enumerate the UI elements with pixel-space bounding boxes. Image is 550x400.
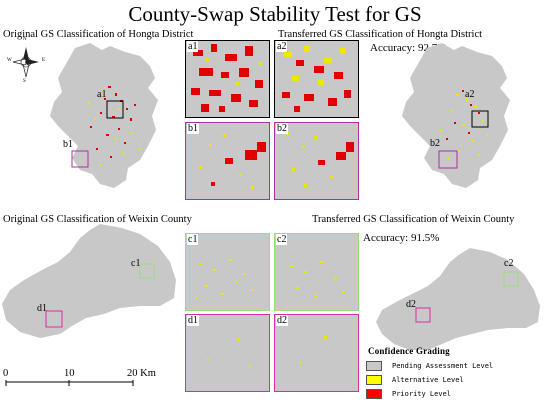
panel-d2 (274, 314, 359, 392)
compass-rose-icon (12, 47, 39, 78)
weixin-d1-box (45, 310, 63, 328)
panel-b1-label: b1 (187, 123, 199, 134)
compass-e-label: E (42, 58, 46, 63)
hongta-alternative-spots (88, 90, 140, 166)
panel-d1 (185, 314, 270, 392)
panel-c2 (274, 233, 359, 311)
panel-c2-label: c2 (276, 234, 288, 245)
hongta-b2-box (438, 150, 458, 169)
weixin-d1-box-label: d1 (37, 303, 47, 314)
hongta-a1-box-label: a1 (97, 89, 107, 100)
weixin-original-map (2, 224, 176, 338)
panel-b2 (274, 122, 359, 200)
weixin-transferred-boundary (376, 248, 540, 350)
legend-item-priority: Priority Level (366, 388, 493, 400)
legend-title: Confidence Grading (368, 346, 450, 356)
scale-bar (5, 380, 134, 386)
weixin-transferred-map (376, 248, 540, 350)
hongta-original-map (50, 43, 158, 188)
panel-a1 (185, 40, 270, 118)
hongta-priority-spots (90, 86, 136, 158)
compass-s-label: S (23, 79, 26, 84)
hongta-a2-box (471, 110, 489, 128)
hongta-b1-box-label: b1 (63, 139, 73, 150)
legend-swatch-alternative (366, 375, 382, 385)
weixin-d2-box (415, 307, 431, 323)
panel-b1 (185, 122, 270, 200)
compass-w-label: W (7, 58, 12, 63)
hongta-b2-box-label: b2 (430, 138, 440, 149)
panel-c1-label: c1 (187, 234, 199, 245)
panel-a2-label: a2 (276, 41, 288, 52)
scale-tick-20km: 20 Km (127, 368, 156, 379)
scale-tick-10: 10 (64, 368, 75, 379)
panel-a2 (274, 40, 359, 118)
panel-d1-label: d1 (187, 315, 199, 326)
hongta-transferred-map (402, 43, 510, 188)
scale-tick-0: 0 (3, 368, 9, 379)
weixin-c1-box-label: c1 (131, 258, 141, 269)
legend-swatch-priority (366, 389, 382, 399)
hongta-transferred-boundary (402, 43, 510, 188)
panel-c1 (185, 233, 270, 311)
weixin-accuracy: Accuracy: 91.5% (363, 232, 440, 244)
legend-label-pending: Pending Assessment Level (392, 362, 494, 370)
hongta-b1-box (71, 150, 89, 168)
weixin-c2-box (503, 271, 519, 287)
legend: Pending Assessment Level Alternative Lev… (366, 360, 493, 400)
hongta-transferred-label: Transferred GS Classification of Hongta … (278, 29, 483, 40)
hongta-original-label: Original GS Classification of Hongta Dis… (3, 29, 194, 40)
weixin-c2-box-label: c2 (504, 258, 514, 269)
figure-title: County-Swap Stability Test for GS (128, 2, 422, 26)
weixin-boundary (2, 224, 176, 338)
hongta-boundary (50, 43, 158, 188)
weixin-transferred-label: Transferred GS Classification of Weixin … (312, 214, 515, 225)
panel-a1-label: a1 (187, 41, 199, 52)
legend-item-pending: Pending Assessment Level (366, 360, 493, 372)
weixin-c1-box (139, 263, 155, 279)
panel-b2-label: b2 (276, 123, 288, 134)
legend-swatch-pending (366, 361, 382, 371)
weixin-original-label: Original GS Classification of Weixin Cou… (3, 214, 192, 225)
hongta-a1-box (106, 100, 124, 119)
legend-label-alternative: Alternative Level (392, 376, 464, 384)
hongta-a2-box-label: a2 (465, 89, 475, 100)
compass-n-label: N (23, 37, 27, 42)
legend-item-alternative: Alternative Level (366, 374, 493, 386)
hongta-transferred-alternative-spots (440, 94, 488, 160)
weixin-d2-box-label: d2 (406, 299, 416, 310)
panel-d2-label: d2 (276, 315, 288, 326)
hongta-transferred-priority-spots (446, 90, 480, 140)
legend-label-priority: Priority Level (392, 390, 452, 398)
